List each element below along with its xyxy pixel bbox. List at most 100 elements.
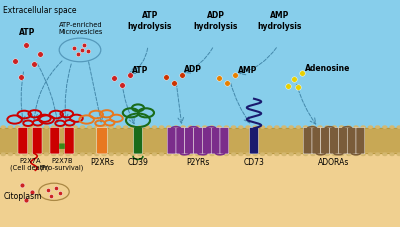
Circle shape xyxy=(383,126,387,128)
FancyBboxPatch shape xyxy=(202,128,211,154)
Text: ATP: ATP xyxy=(132,66,148,75)
FancyBboxPatch shape xyxy=(18,128,28,154)
Circle shape xyxy=(289,126,293,128)
Text: CD73: CD73 xyxy=(244,158,264,167)
Circle shape xyxy=(66,153,70,155)
Circle shape xyxy=(95,126,99,128)
FancyBboxPatch shape xyxy=(312,128,321,154)
Circle shape xyxy=(116,126,120,128)
Circle shape xyxy=(311,126,315,128)
Circle shape xyxy=(368,153,372,155)
Circle shape xyxy=(246,153,250,155)
Text: AMP: AMP xyxy=(238,66,257,75)
FancyBboxPatch shape xyxy=(134,128,142,154)
Text: ATP
hydrolysis: ATP hydrolysis xyxy=(128,11,172,31)
Text: Extracellular space: Extracellular space xyxy=(3,6,77,15)
FancyBboxPatch shape xyxy=(194,128,202,154)
Text: Adenosine: Adenosine xyxy=(305,64,350,73)
Circle shape xyxy=(390,153,394,155)
Bar xyxy=(0,128,400,153)
Circle shape xyxy=(30,126,34,128)
Text: P2XRs: P2XRs xyxy=(90,158,114,167)
Circle shape xyxy=(44,126,48,128)
Circle shape xyxy=(30,153,34,155)
Circle shape xyxy=(304,153,308,155)
Text: Citoplasm: Citoplasm xyxy=(3,192,42,201)
Circle shape xyxy=(260,153,264,155)
Circle shape xyxy=(59,126,63,128)
Circle shape xyxy=(332,126,336,128)
Circle shape xyxy=(253,153,257,155)
FancyBboxPatch shape xyxy=(32,128,42,154)
Circle shape xyxy=(1,153,5,155)
Circle shape xyxy=(296,126,300,128)
FancyBboxPatch shape xyxy=(356,128,365,154)
Circle shape xyxy=(109,153,113,155)
Circle shape xyxy=(160,153,164,155)
Circle shape xyxy=(16,153,20,155)
Circle shape xyxy=(37,153,41,155)
Bar xyxy=(0,0,400,128)
FancyBboxPatch shape xyxy=(59,143,65,149)
Circle shape xyxy=(275,153,279,155)
Circle shape xyxy=(368,126,372,128)
Circle shape xyxy=(16,126,20,128)
Circle shape xyxy=(304,126,308,128)
Circle shape xyxy=(325,153,329,155)
FancyBboxPatch shape xyxy=(347,128,356,154)
FancyBboxPatch shape xyxy=(167,128,176,154)
Circle shape xyxy=(102,153,106,155)
Circle shape xyxy=(102,126,106,128)
Circle shape xyxy=(376,126,380,128)
Circle shape xyxy=(282,126,286,128)
Circle shape xyxy=(196,153,200,155)
Circle shape xyxy=(383,153,387,155)
FancyBboxPatch shape xyxy=(220,128,229,154)
FancyBboxPatch shape xyxy=(330,128,338,154)
Text: ATP: ATP xyxy=(19,28,35,37)
Circle shape xyxy=(167,126,171,128)
Circle shape xyxy=(354,153,358,155)
FancyBboxPatch shape xyxy=(185,128,194,154)
Circle shape xyxy=(275,126,279,128)
Circle shape xyxy=(239,126,243,128)
Circle shape xyxy=(152,126,156,128)
Text: P2X7B
(Pro-survival): P2X7B (Pro-survival) xyxy=(40,158,84,171)
Circle shape xyxy=(23,153,27,155)
FancyBboxPatch shape xyxy=(321,128,330,154)
Circle shape xyxy=(390,126,394,128)
Circle shape xyxy=(397,126,400,128)
Circle shape xyxy=(397,153,400,155)
Circle shape xyxy=(88,126,92,128)
FancyBboxPatch shape xyxy=(250,128,258,154)
Circle shape xyxy=(260,126,264,128)
FancyBboxPatch shape xyxy=(211,128,220,154)
Circle shape xyxy=(325,126,329,128)
Circle shape xyxy=(131,126,135,128)
Text: ATP-enriched
Microvesicles: ATP-enriched Microvesicles xyxy=(59,22,103,35)
Text: P2YRs: P2YRs xyxy=(186,158,210,167)
Circle shape xyxy=(174,126,178,128)
Circle shape xyxy=(347,153,351,155)
Circle shape xyxy=(203,153,207,155)
Circle shape xyxy=(253,126,257,128)
Circle shape xyxy=(246,126,250,128)
Bar xyxy=(0,153,400,227)
Circle shape xyxy=(66,126,70,128)
Circle shape xyxy=(376,153,380,155)
Circle shape xyxy=(80,153,84,155)
Text: P2X7A
(Cell death): P2X7A (Cell death) xyxy=(10,158,50,171)
Circle shape xyxy=(80,126,84,128)
Circle shape xyxy=(268,153,272,155)
Circle shape xyxy=(232,153,236,155)
Circle shape xyxy=(347,126,351,128)
Circle shape xyxy=(203,126,207,128)
FancyBboxPatch shape xyxy=(97,128,107,154)
Circle shape xyxy=(138,153,142,155)
FancyBboxPatch shape xyxy=(303,128,312,154)
Circle shape xyxy=(239,153,243,155)
Circle shape xyxy=(73,126,77,128)
Circle shape xyxy=(95,153,99,155)
Circle shape xyxy=(224,126,228,128)
Circle shape xyxy=(37,126,41,128)
